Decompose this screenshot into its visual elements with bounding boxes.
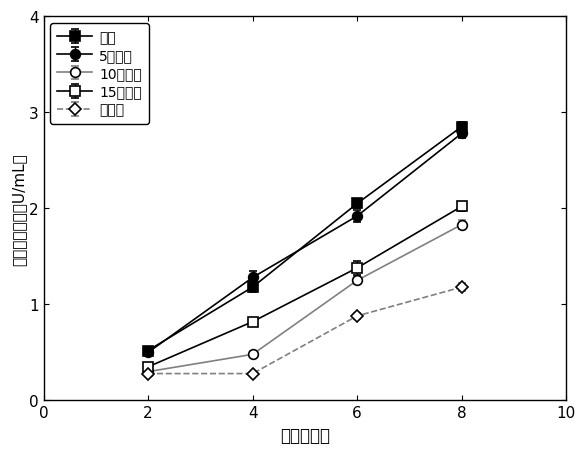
X-axis label: 时间（天）: 时间（天） (280, 426, 330, 444)
Y-axis label: 葡萄糖苷酶活（U/mL）: 葡萄糖苷酶活（U/mL） (11, 152, 26, 265)
Legend: 粗磨, 5次球磨, 10次球磨, 15次球磨, 纤维素: 粗磨, 5次球磨, 10次球磨, 15次球磨, 纤维素 (50, 24, 149, 124)
